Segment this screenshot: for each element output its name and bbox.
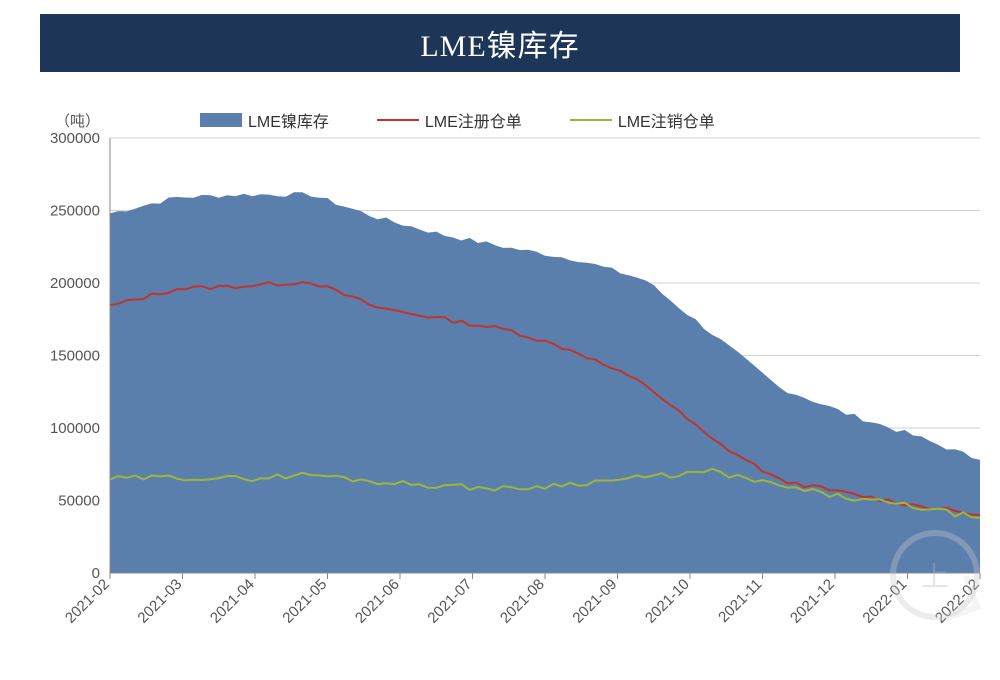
x-tick-label: 2021-04 [207,576,258,627]
y-tick-label: 50000 [58,493,100,510]
chart-svg: 0500001000001500002000002500003000002021… [0,0,1000,680]
y-tick-label: 100000 [50,420,100,437]
x-tick-label: 2022-02 [932,576,983,627]
chart-container: LME镍库存 （吨） LME镍库存 LME注册仓单 LME注销仓单 050000… [0,0,1000,680]
x-tick-label: 2021-10 [642,576,693,627]
x-tick-label: 2021-03 [134,576,185,627]
y-tick-label: 250000 [50,203,100,220]
x-tick-label: 2021-08 [497,576,548,627]
x-tick-label: 2021-07 [424,576,475,627]
x-tick-label: 2021-11 [715,576,765,626]
x-tick-label: 2021-06 [352,576,403,627]
x-tick-label: 2022-01 [859,576,910,627]
x-tick-label: 2021-09 [569,576,620,627]
x-tick-label: 2021-05 [279,576,330,627]
y-tick-label: 200000 [50,275,100,292]
area-inventory [110,192,980,573]
x-tick-label: 2021-12 [787,576,838,627]
y-tick-label: 150000 [50,348,100,365]
y-tick-label: 300000 [50,130,100,147]
x-tick-label: 2021-02 [62,576,113,627]
